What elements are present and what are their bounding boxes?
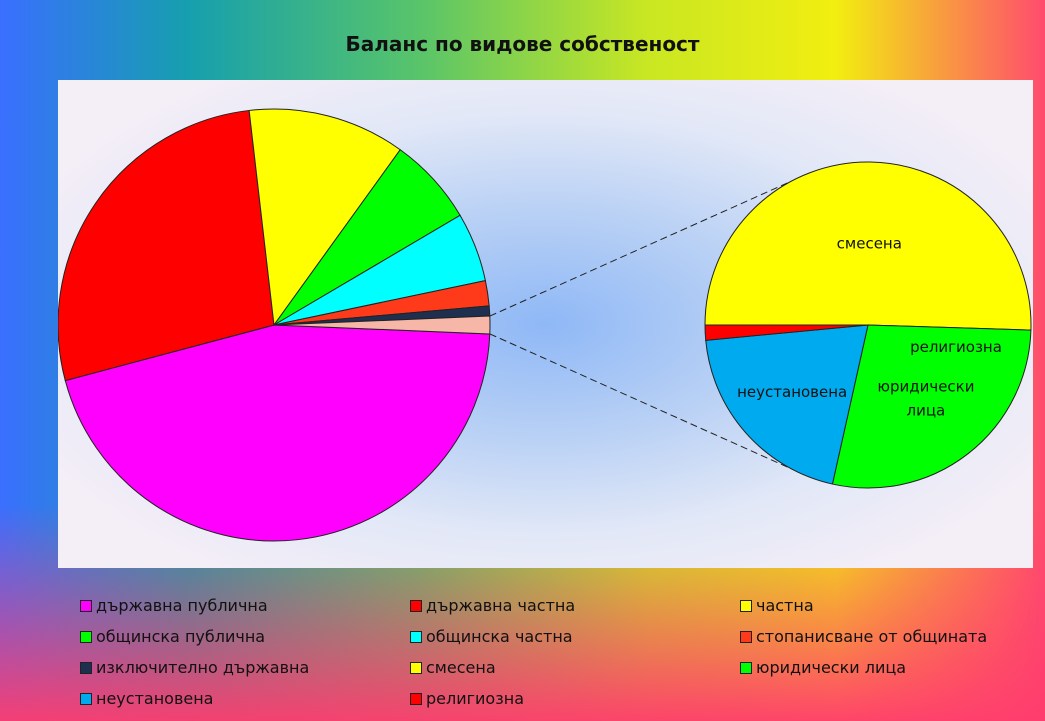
legend-label: държавна публична <box>96 596 268 615</box>
main-pie-slice-2 <box>248 108 401 327</box>
legend: държавна публична държавна частна частна об… <box>80 590 1040 715</box>
legend-label: общинска публична <box>96 627 266 646</box>
legend-item: държавна публична <box>80 590 410 621</box>
chart-title: Баланс по видове собственост <box>345 32 700 56</box>
legend-item: частна <box>740 590 1040 621</box>
legend-swatch <box>410 630 422 643</box>
data-label-legal-entities-line2: лица <box>907 402 946 420</box>
legend-swatch <box>410 692 422 705</box>
legend-swatch <box>80 661 92 674</box>
legend-item: религиозна <box>410 683 740 714</box>
legend-label: изключително държавна <box>96 658 310 677</box>
legend-label: смесена <box>426 658 496 677</box>
connector-line-bottom <box>489 333 792 470</box>
legend-item: общинска частна <box>410 621 740 652</box>
connector-lines <box>489 180 792 470</box>
legend-swatch <box>740 630 752 643</box>
secondary-pie <box>704 161 1032 489</box>
secondary-pie-slice-1 <box>831 324 1032 489</box>
plot-area: юридически лица неустановена религиозна смес… <box>58 80 1033 568</box>
data-label-1: неустановена <box>737 383 847 401</box>
legend-item: общинска публична <box>80 621 410 652</box>
secondary-pie-slice-0 <box>704 161 1032 331</box>
secondary-pie-labels: юридически лица неустановена религиозна смес… <box>737 235 1002 420</box>
legend-label: държавна частна <box>426 596 576 615</box>
legend-swatch <box>80 599 92 612</box>
legend-swatch <box>80 692 92 705</box>
main-pie-slice-0 <box>64 324 491 542</box>
secondary-pie-slice-2 <box>705 324 869 485</box>
legend-label: стопанисване от общината <box>756 627 988 646</box>
secondary-pie-slice-3 <box>704 324 869 341</box>
main-pie-slice-1 <box>58 109 275 382</box>
pie-of-pie-chart: юридически лица неустановена религиозна смес… <box>58 108 1032 542</box>
legend-item: държавна частна <box>410 590 740 621</box>
legend-swatch <box>410 599 422 612</box>
legend-swatch <box>740 599 752 612</box>
legend-item: неустановена <box>80 683 410 714</box>
data-label-3: смесена <box>837 235 902 253</box>
legend-swatch <box>740 661 752 674</box>
legend-item: смесена <box>410 652 740 683</box>
legend-label: частна <box>756 596 814 615</box>
data-label-legal-entities-line1: юридически <box>877 378 974 396</box>
legend-item: изключително държавна <box>80 652 410 683</box>
legend-label: неустановена <box>96 689 214 708</box>
legend-item: юридически лица <box>740 652 1040 683</box>
legend-swatch <box>80 630 92 643</box>
data-label-2: религиозна <box>910 338 1002 356</box>
main-pie <box>58 108 491 542</box>
legend-label: общинска частна <box>426 627 573 646</box>
legend-label: религиозна <box>426 689 524 708</box>
legend-swatch <box>410 661 422 674</box>
connector-line-top <box>489 180 792 317</box>
legend-item: стопанисване от общината <box>740 621 1040 652</box>
legend-label: юридически лица <box>756 658 907 677</box>
